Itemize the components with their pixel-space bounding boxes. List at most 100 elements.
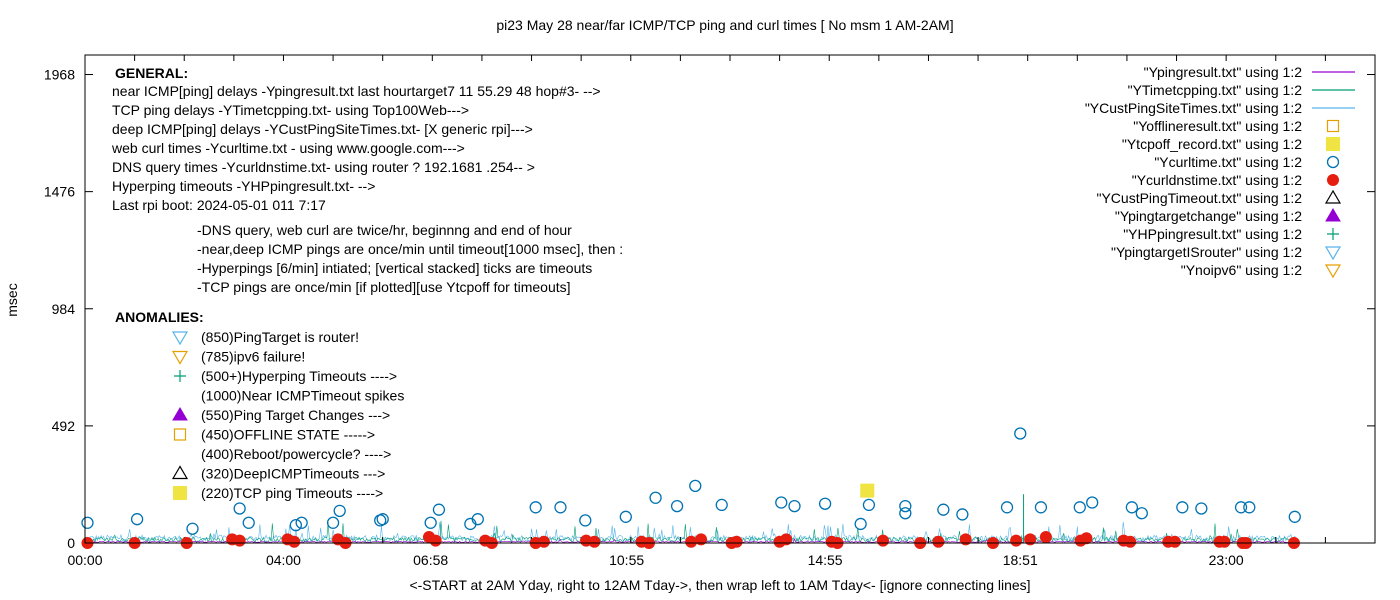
annotations: GENERAL: ANOMALIES: near ICMP[ping] dela… (111, 65, 623, 501)
plot-frame (84, 54, 1376, 544)
data-point (695, 533, 708, 546)
legend-label: "Yofflineresult.txt" using 1:2 (1133, 118, 1302, 134)
anomaly-line: (220)TCP ping Timeouts ----> (201, 485, 383, 501)
legend-label: "Ynoipv6" using 1:2 (1181, 262, 1302, 278)
ping-trace-lines (84, 494, 1296, 544)
note-line: -DNS query, web curl are twice/hr, begin… (197, 222, 572, 238)
data-point (959, 533, 972, 546)
data-point (862, 498, 876, 512)
anomaly-symbol (171, 465, 189, 480)
data-point (685, 535, 698, 548)
data-point (689, 479, 702, 493)
data-point (1000, 501, 1014, 514)
data-point (670, 499, 684, 513)
anomaly-line: (400)Reboot/powercycle? ----> (201, 446, 391, 462)
anomaly-line: (1000)Near ICMPTimeout spikes (201, 388, 404, 404)
data-point (649, 491, 662, 504)
data-point (775, 496, 788, 509)
general-line: TCP ping delays -YTimetcpping.txt- using… (112, 102, 469, 118)
data-point (788, 499, 801, 513)
y-axis-label: msec (4, 283, 20, 316)
anomaly-symbol (173, 486, 187, 500)
data-point (715, 498, 728, 512)
legend-swatch (1326, 119, 1340, 133)
legend-label: "Ypingtargetchange" using 1:2 (1115, 208, 1302, 224)
data-point (233, 534, 246, 547)
legend-label: "Ycurldnstime.txt" using 1:2 (1132, 172, 1302, 188)
data-point (932, 535, 945, 548)
note-line: -Hyperpings [6/min] intiated; [vertical … (197, 260, 592, 276)
y-tick-label: 984 (52, 301, 76, 317)
data-point (1243, 501, 1256, 514)
legend-label: "YTimetcpping.txt" using 1:2 (1128, 82, 1303, 98)
data-point (1086, 496, 1099, 509)
data-point (1218, 535, 1231, 548)
general-line: DNS query times -Ycurldnstime.txt- using… (112, 159, 535, 175)
data-point (780, 533, 793, 546)
general-line: web curl times -Ycurltime.txt - using ww… (111, 140, 465, 156)
data-point (579, 514, 592, 527)
general-line: near ICMP[ping] delays -Ypingresult.txt … (112, 83, 601, 99)
x-tick-label: 10:55 (609, 552, 644, 568)
data-point (432, 503, 446, 516)
data-point (429, 534, 442, 547)
anomaly-line: (850)PingTarget is router! (201, 329, 359, 345)
y-tick-label: 492 (52, 418, 76, 434)
data-point (288, 535, 301, 548)
data-point (876, 534, 889, 547)
data-point (1073, 501, 1086, 514)
data-point (1014, 427, 1027, 440)
anomaly-symbol (173, 428, 187, 441)
data-point (730, 535, 743, 548)
x-tick-label: 18:51 (1003, 552, 1038, 568)
data-point (899, 499, 912, 513)
data-point (424, 516, 437, 529)
anomaly-line: (500+)Hyperping Timeouts ----> (201, 368, 397, 384)
legend-label: "YCustPingSiteTimes.txt" using 1:2 (1085, 100, 1302, 116)
anomaly-symbol (171, 350, 189, 365)
chart-title: pi23 May 28 near/far ICMP/TCP ping and c… (496, 17, 953, 33)
data-point (376, 513, 389, 526)
legend-label: "YpingtargetISrouter" using 1:2 (1111, 244, 1302, 260)
data-point (242, 516, 255, 529)
data-point (1135, 507, 1148, 520)
note-line: -TCP pings are once/min [if plotted][use… (197, 279, 571, 295)
general-heading: GENERAL: (115, 65, 188, 81)
data-point (619, 510, 632, 523)
data-point (1010, 534, 1023, 547)
data-point (937, 503, 950, 516)
data-point (1039, 531, 1052, 544)
data-point (333, 504, 346, 518)
legend-swatch (1327, 174, 1339, 186)
anomaly-symbol (172, 407, 188, 421)
legend-swatch (1324, 189, 1342, 204)
legend-swatch (1324, 264, 1342, 279)
legend-swatch (1326, 155, 1340, 169)
data-point (1234, 501, 1248, 514)
data-point (186, 522, 199, 535)
anomalies-heading: ANOMALIES: (115, 309, 204, 325)
data-point (529, 501, 542, 514)
x-tick-label: 04:00 (266, 552, 301, 568)
data-point (1176, 501, 1189, 514)
data-point (1024, 533, 1037, 546)
data-point (1080, 532, 1093, 545)
anomaly-line: (550)Ping Target Changes ---> (201, 407, 390, 423)
legend-label: "YHPpingresult.txt" using 1:2 (1123, 226, 1302, 242)
data-point (295, 516, 308, 529)
general-line: Last rpi boot: 2024-05-01 011 7:17 (112, 197, 326, 213)
anomaly-line: (450)OFFLINE STATE -----> (201, 427, 375, 443)
data-point (854, 517, 867, 531)
x-tick-label: 06:58 (413, 552, 448, 568)
data-point (233, 502, 246, 515)
general-line: deep ICMP[ping] delays -YCustPingSiteTim… (112, 121, 533, 137)
anomaly-line: (785)ipv6 failure! (201, 349, 305, 365)
data-point (899, 507, 912, 520)
general-line: Hyperping timeouts -YHPpingresult.txt- -… (112, 178, 375, 194)
anomaly-symbol (174, 370, 186, 382)
x-tick-label: 14:55 (808, 552, 843, 568)
legend-swatch (1326, 137, 1340, 151)
legend-label: "YCustPingTimeout.txt" using 1:2 (1096, 190, 1302, 206)
data-point (326, 516, 340, 529)
